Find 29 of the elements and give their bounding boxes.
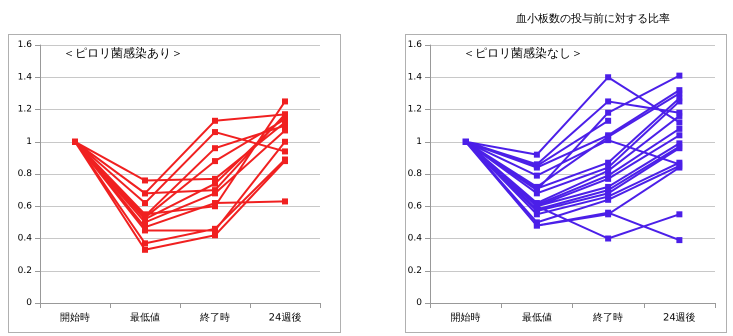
y-tick-label: 0.2 [408, 266, 422, 276]
y-tick-label: 0.6 [18, 201, 32, 212]
y-tick-label: 1.4 [408, 72, 422, 82]
y-tick-label: 0.8 [18, 169, 32, 179]
x-tick-label: 開始時 [450, 312, 481, 324]
y-tick-label: 1.4 [18, 72, 32, 82]
y-tick-label: 0 [26, 298, 32, 308]
x-tick-label: 24週後 [268, 312, 302, 324]
y-tick-label: 0.2 [18, 266, 32, 276]
x-tick-label: 最低値 [130, 312, 160, 324]
x-tick-label: 終了時 [592, 312, 624, 324]
y-tick-label: 0.4 [408, 234, 422, 244]
y-tick-label: 1.2 [408, 104, 422, 114]
x-tick-label: 24週後 [663, 312, 696, 324]
y-tick-label: 0 [416, 298, 422, 308]
y-tick-label: 1.2 [18, 104, 32, 114]
chart-title: 血小板数の投与前に対する比率 [516, 12, 670, 25]
x-tick-label: 終了時 [199, 312, 230, 324]
y-tick-label: 0.8 [408, 169, 422, 179]
y-tick-label: 1.6 [408, 40, 422, 50]
y-tick-label: 0.6 [408, 201, 422, 212]
x-tick-label: 最低値 [522, 312, 552, 324]
y-tick-label: 0.4 [18, 234, 32, 244]
chart-subtitle: ＜ピロリ菌感染なし＞ [463, 46, 583, 60]
y-tick-label: 1 [26, 136, 32, 147]
y-tick-label: 1.6 [18, 40, 32, 50]
chart-subtitle: ＜ピロリ菌感染あり＞ [63, 46, 183, 60]
y-tick-label: 1 [416, 136, 422, 147]
x-tick-label: 開始時 [60, 312, 90, 324]
